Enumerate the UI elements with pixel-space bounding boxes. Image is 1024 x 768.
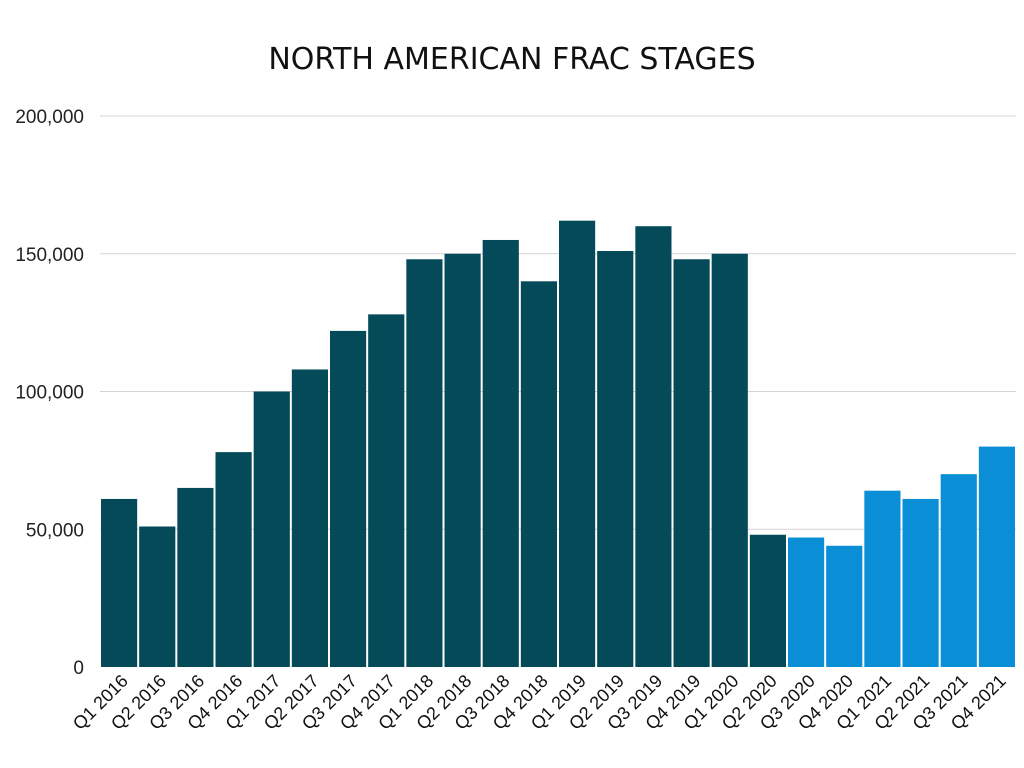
- bar: [635, 226, 672, 667]
- bar: [139, 526, 176, 667]
- bar: [177, 487, 214, 667]
- bar: [444, 253, 481, 667]
- y-tick-label: 150,000: [15, 245, 84, 266]
- bar: [559, 220, 596, 667]
- bar: [291, 369, 328, 667]
- bar: [520, 281, 557, 667]
- bar: [711, 253, 748, 667]
- bar: [101, 498, 138, 667]
- y-tick-label: 50,000: [26, 520, 84, 541]
- bar: [597, 250, 634, 667]
- bar: [406, 259, 443, 667]
- bar: [788, 537, 825, 667]
- bar: [826, 545, 863, 667]
- y-tick-label: 100,000: [15, 383, 84, 404]
- y-axis-ticks: 0 50,000 100,000 150,000 200,000: [15, 107, 84, 679]
- y-tick-label: 0: [73, 658, 84, 679]
- bar: [749, 534, 786, 667]
- chart-title: NORTH AMERICAN FRAC STAGES: [268, 42, 755, 77]
- bar: [215, 452, 252, 667]
- bar: [368, 314, 405, 667]
- bar: [330, 330, 367, 667]
- bar: [864, 490, 901, 667]
- bar: [482, 239, 519, 667]
- bar: [253, 391, 290, 667]
- bars: [101, 220, 1015, 667]
- bar: [978, 446, 1015, 667]
- bar: [940, 474, 977, 667]
- bar: [902, 498, 939, 667]
- y-tick-label: 200,000: [15, 107, 84, 128]
- bar: [673, 259, 710, 667]
- gridlines: [100, 115, 1016, 530]
